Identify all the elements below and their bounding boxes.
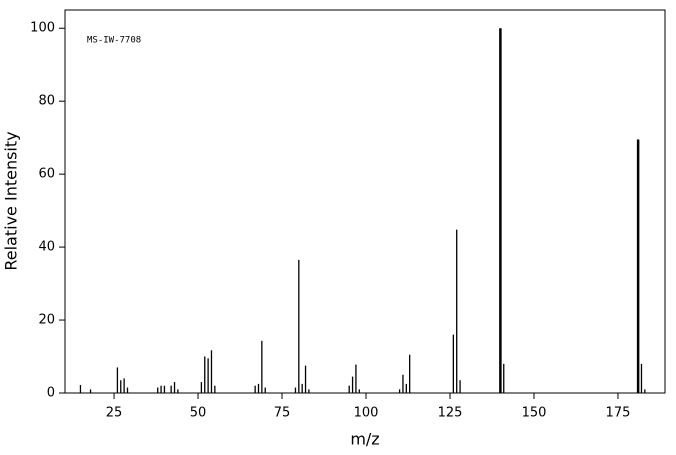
- y-tick-label: 80: [38, 94, 55, 109]
- y-tick-label: 60: [38, 167, 55, 182]
- x-axis-title: m/z: [350, 430, 379, 449]
- annotation: MS-IW-7708: [87, 36, 141, 46]
- y-tick-label: 0: [47, 386, 55, 401]
- x-tick-label: 25: [106, 406, 123, 421]
- y-axis-title: Relative Intensity: [2, 131, 21, 270]
- y-tick-label: 100: [30, 21, 55, 36]
- y-tick-label: 20: [38, 313, 55, 328]
- x-tick-label: 50: [190, 406, 207, 421]
- x-tick-label: 100: [354, 406, 379, 421]
- plot-frame: [64, 9, 666, 394]
- x-tick-label: 150: [522, 406, 547, 421]
- x-tick-label: 175: [606, 406, 631, 421]
- y-tick-label: 40: [38, 240, 55, 255]
- x-tick-label: 75: [274, 406, 291, 421]
- x-tick-label: 125: [438, 406, 463, 421]
